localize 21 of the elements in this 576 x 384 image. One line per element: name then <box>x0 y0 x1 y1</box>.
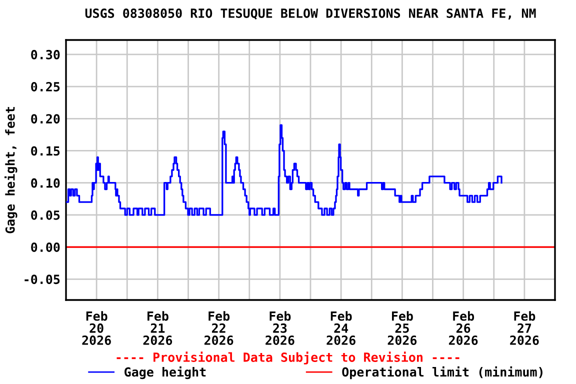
x-tick-label: Feb 26 2026 <box>448 311 478 345</box>
x-tick-label: Feb 24 2026 <box>326 311 356 345</box>
y-tick-label: 0.20 <box>31 114 60 124</box>
x-tick-label: Feb 22 2026 <box>204 311 234 345</box>
y-axis-title: Gage height, feet <box>4 107 18 234</box>
y-tick-label: 0.10 <box>31 178 60 188</box>
x-tick-label: Feb 27 2026 <box>510 311 539 345</box>
legend-label: Gage height <box>124 366 206 380</box>
legend-label: Operational limit (minimum) <box>342 366 542 380</box>
y-tick-label: -0.05 <box>24 274 60 284</box>
y-tick-label: 0.00 <box>31 242 60 252</box>
text: ---- Provisional Data Subject to Revision ---- <box>116 352 460 364</box>
x-tick-label: Feb 23 2026 <box>266 311 294 345</box>
y-tick-label: 0.15 <box>31 146 60 156</box>
chart-title: USGS 08308050 RIO TESUQUE BELOW DIVERSIONS NEAR SANTA FE, NM <box>85 8 536 20</box>
y-tick-label: 0.25 <box>31 82 60 92</box>
x-tick-label: Feb 25 2026 <box>388 311 417 345</box>
y-tick-label: 0.30 <box>31 50 60 60</box>
x-tick-label: Feb 20 2026 <box>82 311 111 345</box>
x-tick-label: Feb 21 2026 <box>143 311 172 345</box>
y-tick-label: 0.05 <box>31 210 60 220</box>
